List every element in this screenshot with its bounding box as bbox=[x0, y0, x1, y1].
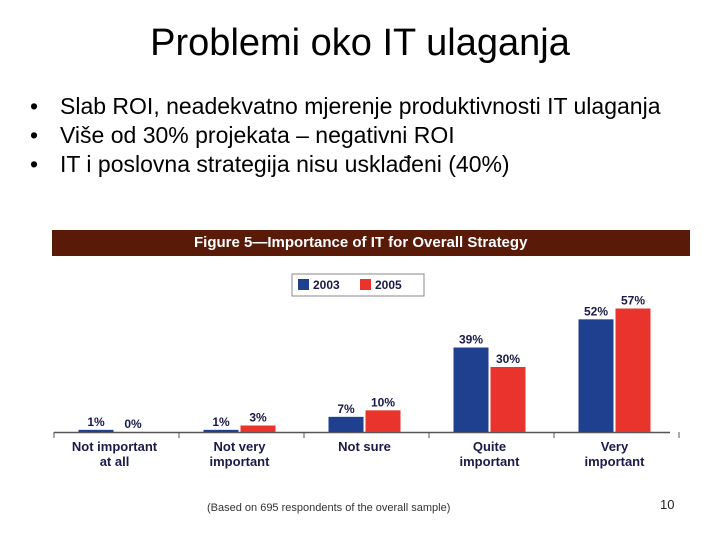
bar bbox=[78, 429, 114, 432]
data-label: 57% bbox=[621, 294, 645, 308]
legend-box bbox=[291, 273, 425, 297]
bar bbox=[453, 347, 489, 432]
chart-note: (Based on 695 respondents of the overall… bbox=[207, 502, 451, 514]
legend-label: 2003 bbox=[313, 278, 340, 292]
chart-title: Figure 5—Importance of IT for Overall St… bbox=[52, 230, 690, 256]
data-label: 10% bbox=[371, 395, 395, 409]
legend-swatch bbox=[360, 279, 371, 290]
data-label: 30% bbox=[496, 352, 520, 366]
bullet-item: IT i poslovna strategija nisu usklađeni … bbox=[30, 150, 700, 179]
data-label: 0% bbox=[124, 417, 142, 431]
bar bbox=[328, 416, 364, 432]
bar bbox=[203, 429, 239, 432]
x-tick-label: Quite bbox=[473, 439, 506, 454]
bullet-list: Slab ROI, neadekvatno mjerenje produktiv… bbox=[30, 92, 700, 179]
data-label: 7% bbox=[337, 402, 355, 416]
x-tick-label: Not sure bbox=[338, 439, 391, 454]
x-tick-label: important bbox=[210, 454, 271, 469]
data-label: 39% bbox=[459, 333, 483, 347]
x-tick-label: important bbox=[460, 454, 521, 469]
legend-label: 2005 bbox=[375, 278, 402, 292]
bar bbox=[615, 308, 651, 432]
data-label: 1% bbox=[87, 415, 105, 429]
legend-swatch bbox=[298, 279, 309, 290]
bullet-item: Više od 30% projekata – negativni ROI bbox=[30, 121, 700, 150]
bullet-item: Slab ROI, neadekvatno mjerenje produktiv… bbox=[30, 92, 700, 121]
slide-title: Problemi oko IT ulaganja bbox=[150, 22, 570, 64]
page-number: 10 bbox=[660, 497, 675, 512]
data-label: 52% bbox=[584, 304, 608, 318]
x-tick-label: Not important bbox=[72, 439, 158, 454]
data-label: 1% bbox=[212, 415, 230, 429]
bar bbox=[365, 410, 401, 432]
figure: 2003 2005 1% 0% Not important at all 1% 3% Not v… bbox=[52, 230, 690, 530]
x-tick-label: Not very bbox=[213, 439, 266, 454]
bar bbox=[578, 319, 614, 432]
data-label: 3% bbox=[249, 411, 267, 425]
bar bbox=[240, 425, 276, 432]
bar bbox=[490, 367, 526, 432]
x-tick-label: at all bbox=[100, 454, 130, 469]
x-tick-label: important bbox=[585, 454, 646, 469]
x-tick-label: Very bbox=[601, 439, 629, 454]
